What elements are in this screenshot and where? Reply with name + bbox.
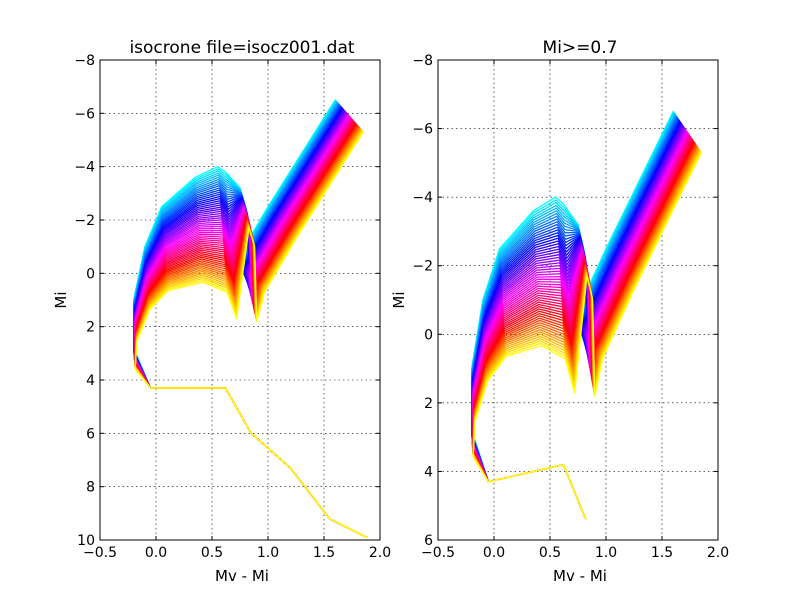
right-chart-title: Mi>=0.7 xyxy=(543,38,618,58)
y-tick-label: −8 xyxy=(412,53,433,69)
isochrone-line xyxy=(134,123,368,538)
y-tick-label: −2 xyxy=(412,259,433,275)
y-tick-label: −6 xyxy=(74,106,95,122)
isochrone-line xyxy=(134,129,368,538)
left-x-axis-label: Mv - Mi xyxy=(215,567,269,585)
isochrone-line xyxy=(134,127,368,538)
x-tick-label: 2.0 xyxy=(369,545,391,561)
isochrone-line xyxy=(134,125,368,538)
x-tick-label: 0.5 xyxy=(539,545,561,561)
y-tick-label: −4 xyxy=(74,160,95,176)
isochrone-line xyxy=(134,123,368,538)
y-tick-label: −6 xyxy=(412,122,433,138)
x-tick-label: 1.0 xyxy=(257,545,279,561)
y-tick-label: 4 xyxy=(424,464,433,480)
isochrone-line xyxy=(134,124,368,538)
isochrone-line xyxy=(134,121,368,538)
isochrone-line xyxy=(134,129,368,538)
isochrone-line xyxy=(133,119,368,538)
x-tick-label: 1.0 xyxy=(595,545,617,561)
isochrone-line xyxy=(134,122,368,538)
y-tick-label: 6 xyxy=(424,533,433,549)
left-y-axis-label: Mi xyxy=(52,291,70,308)
x-tick-label: 0.0 xyxy=(483,545,505,561)
isochrone-line xyxy=(472,151,702,521)
left-panel: isocrone file=isocz001.dat Mv - Mi Mi −0… xyxy=(52,38,391,585)
isochrone-line xyxy=(134,124,368,538)
y-tick-label: −4 xyxy=(412,190,433,206)
isochrone-line xyxy=(134,131,368,538)
isochrone-line xyxy=(134,126,368,538)
isochrone-line xyxy=(134,128,368,538)
y-tick-label: 6 xyxy=(86,426,95,442)
plot-frame xyxy=(99,59,381,541)
x-tick-label: −0.5 xyxy=(83,545,117,561)
y-tick-label: 10 xyxy=(77,533,95,549)
isochrone-group xyxy=(470,110,702,521)
y-tick-label: 2 xyxy=(86,320,95,336)
isochrone-line xyxy=(134,120,368,538)
plot-frame xyxy=(437,59,719,541)
y-tick-label: 2 xyxy=(424,396,433,412)
x-tick-label: 1.5 xyxy=(651,545,673,561)
y-tick-label: 4 xyxy=(86,373,95,389)
isochrone-line xyxy=(134,130,368,538)
isochrone-group xyxy=(132,99,368,538)
x-tick-label: 1.5 xyxy=(313,545,335,561)
isochrone-line xyxy=(134,130,368,538)
y-tick-label: −2 xyxy=(74,213,95,229)
x-tick-label: −0.5 xyxy=(421,545,455,561)
right-x-axis-label: Mv - Mi xyxy=(553,567,607,585)
isochrone-line xyxy=(134,125,368,538)
y-tick-label: −8 xyxy=(74,53,95,69)
x-tick-label: 0.5 xyxy=(201,545,223,561)
isochrone-line xyxy=(134,121,368,538)
isochrone-line xyxy=(134,127,368,538)
right-y-axis-label: Mi xyxy=(390,291,408,308)
y-tick-label: 0 xyxy=(424,327,433,343)
y-tick-label: 8 xyxy=(86,480,95,496)
right-panel: Mi>=0.7 Mv - Mi Mi −0.5 0.0 0.5 1.0 1.5 2.0 −8… xyxy=(390,38,729,585)
left-chart-title: isocrone file=isocz001.dat xyxy=(129,38,354,58)
x-tick-label: 0.0 xyxy=(145,545,167,561)
x-tick-label: 2.0 xyxy=(707,545,729,561)
isochrone-line xyxy=(134,128,368,538)
y-tick-label: 0 xyxy=(86,266,95,282)
isochrone-line xyxy=(134,122,368,538)
